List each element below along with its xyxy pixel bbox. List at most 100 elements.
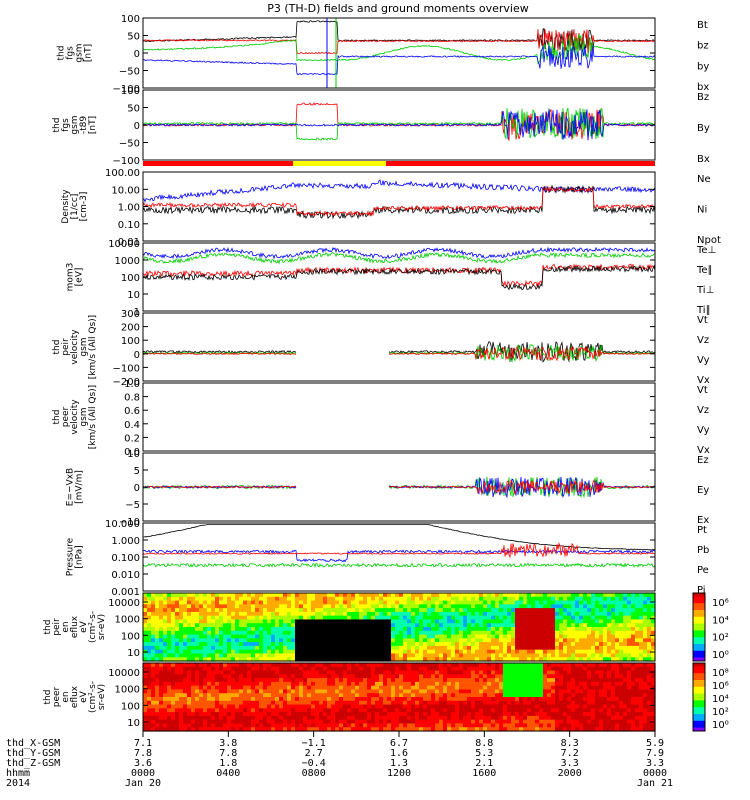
heatmap-cell (167, 619, 172, 624)
heatmap-cell (535, 712, 540, 717)
heatmap-cell (451, 608, 456, 613)
heatmap-cell (175, 681, 180, 687)
heatmap-cell (591, 719, 596, 725)
heatmap-cell (539, 634, 544, 639)
heatmap-cell (543, 727, 548, 732)
heatmap-cell (639, 593, 644, 598)
series-line (142, 102, 656, 141)
heatmap-cell (447, 704, 452, 709)
heatmap-cell (243, 593, 248, 598)
orbit-value: 7.8 (134, 748, 152, 759)
heatmap-cell (331, 645, 336, 651)
heatmap-cell (319, 670, 324, 675)
heatmap-cell (527, 593, 532, 598)
heatmap-cell (299, 681, 304, 687)
heatmap-cell (635, 715, 640, 721)
heatmap-cell (403, 653, 408, 658)
heatmap-cell (587, 653, 592, 658)
heatmap-cell (471, 670, 476, 675)
heatmap-cell (583, 657, 588, 662)
heatmap-cell (563, 663, 568, 668)
heatmap-cell (503, 649, 508, 655)
heatmap-cell (255, 674, 260, 679)
heatmap-cell (347, 634, 352, 639)
heatmap-cell (215, 649, 220, 655)
heatmap-cell (371, 596, 376, 602)
heatmap-cell (575, 723, 580, 728)
legend-entry: Ez (697, 455, 709, 466)
heatmap-cell (323, 678, 328, 683)
heatmap-cell (631, 627, 636, 632)
heatmap-cell (339, 634, 344, 639)
heatmap-cell (279, 593, 284, 598)
heatmap-cell (499, 634, 504, 639)
heatmap-cell (307, 604, 312, 609)
heatmap-cell (211, 600, 216, 605)
heatmap-cell (603, 678, 608, 683)
heatmap-cell (267, 723, 272, 728)
y-tick-label: 100 (121, 86, 140, 97)
heatmap-cell (143, 693, 148, 698)
heatmap-cell (235, 681, 240, 687)
heatmap-cell (611, 666, 616, 672)
heatmap-cell (147, 657, 152, 662)
heatmap-cell (243, 666, 248, 672)
heatmap-cell (319, 627, 324, 632)
heatmap-cell (475, 657, 480, 662)
heatmap-cell (399, 681, 404, 687)
heatmap-cell (439, 693, 444, 698)
heatmap-cell (315, 727, 320, 732)
heatmap-cell (143, 663, 148, 668)
legend-entry: Ti∥ (696, 305, 711, 316)
heatmap-cell (179, 638, 184, 643)
heatmap-cell (231, 649, 236, 655)
heatmap-cell (459, 712, 464, 717)
heatmap-cell (515, 663, 520, 668)
heatmap-cell (231, 685, 236, 691)
heatmap-cell (331, 727, 336, 732)
heatmap-cell (171, 689, 176, 694)
heatmap-cell (183, 666, 188, 672)
heatmap-cell (391, 634, 396, 639)
heatmap-cell (627, 689, 632, 694)
heatmap-cell (447, 630, 452, 636)
heatmap-cell (247, 727, 252, 732)
heatmap-cell (179, 657, 184, 662)
heatmap-cell (207, 638, 212, 643)
heatmap-cell (483, 678, 488, 683)
heatmap-cell (483, 715, 488, 721)
heatmap-cell (191, 619, 196, 624)
heatmap-cell (227, 627, 232, 632)
heatmap-cell (207, 634, 212, 639)
heatmap-cell (283, 638, 288, 643)
heatmap-cell (215, 700, 220, 706)
heatmap-cell (299, 685, 304, 691)
heatmap-cell (647, 600, 652, 605)
heatmap-cell (551, 608, 556, 613)
heatmap-cell (271, 600, 276, 605)
y-axis-label: thd (57, 46, 67, 61)
heatmap-cell (239, 611, 244, 617)
heatmap-cell (439, 627, 444, 632)
heatmap-cell (159, 715, 164, 721)
heatmap-cell (479, 689, 484, 694)
heatmap-cell (147, 596, 152, 602)
heatmap-cell (487, 657, 492, 662)
heatmap-cell (427, 708, 432, 713)
heatmap-cell (207, 593, 212, 598)
heatmap-cell (479, 681, 484, 687)
heatmap-cell (327, 663, 332, 668)
heatmap-cell (555, 697, 560, 702)
heatmap-cell (211, 700, 216, 706)
heatmap-cell (483, 704, 488, 709)
heatmap-cell (151, 638, 156, 643)
heatmap-cell (271, 715, 276, 721)
heatmap-cell (175, 715, 180, 721)
heatmap-cell (195, 593, 200, 598)
heatmap-cell (367, 638, 372, 643)
heatmap-cell (163, 623, 168, 628)
y-axis-label: thd (52, 118, 62, 133)
heatmap-cell (299, 634, 304, 639)
heatmap-cell (283, 685, 288, 691)
heatmap-cell (303, 649, 308, 655)
